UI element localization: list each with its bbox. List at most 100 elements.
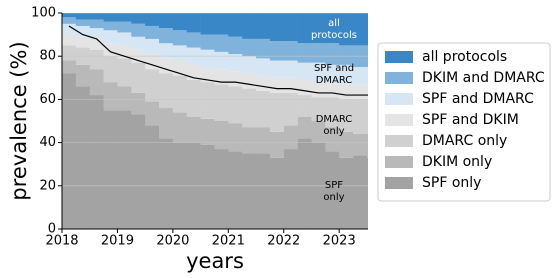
legend-swatch	[385, 156, 413, 168]
bar-segment	[242, 153, 257, 229]
annotation: only	[323, 192, 344, 203]
legend-label: all protocols	[422, 49, 507, 65]
bar-segment	[297, 138, 312, 229]
bar-segment	[311, 62, 326, 83]
bar-segment	[62, 23, 77, 35]
bar-segment	[103, 30, 118, 44]
bar-segment	[117, 110, 132, 229]
x-tick-label: 2018	[45, 234, 78, 249]
annotation: SPF	[325, 180, 343, 191]
legend-swatch	[385, 177, 413, 189]
annotation: only	[323, 126, 344, 137]
bar-segment	[75, 25, 91, 37]
legend-box	[377, 42, 551, 202]
plot-area	[62, 13, 368, 229]
bar-segment	[172, 112, 188, 143]
bar-segment	[145, 69, 160, 102]
bar-segment	[89, 28, 104, 39]
y-tick-label: 0	[48, 222, 56, 237]
y-tick-label: 100	[31, 6, 56, 21]
x-axis-label: years	[186, 249, 244, 273]
legend-swatch	[385, 114, 413, 126]
bar-segment	[311, 13, 326, 44]
bar-segment	[172, 45, 188, 61]
bar-segment	[75, 64, 91, 87]
bar-segment	[214, 84, 229, 121]
bar-segment	[103, 43, 118, 57]
bar-segment	[200, 82, 215, 119]
bar-segment	[242, 88, 257, 128]
bar-segment	[75, 13, 91, 20]
annotation: DMARC	[316, 75, 353, 86]
bar-segment	[269, 41, 285, 61]
bar-segment	[297, 79, 312, 96]
bar-segment	[283, 13, 298, 42]
bar-segment	[353, 155, 368, 229]
bar-segment	[89, 49, 104, 70]
legend-swatch	[385, 72, 413, 84]
bar-segment	[62, 45, 77, 61]
bar-segment	[75, 86, 91, 229]
bar-segment	[172, 30, 188, 46]
bar-segment	[89, 38, 104, 50]
legend-label: DKIM and DMARC	[422, 70, 545, 86]
bar-segment	[103, 21, 118, 31]
bar-segment	[214, 51, 229, 70]
bar-segment	[256, 58, 271, 76]
bar-segment	[366, 133, 368, 158]
bar-segment	[228, 151, 243, 229]
bar-segment	[117, 86, 132, 111]
bar-segment	[339, 131, 354, 158]
bar-segment	[325, 97, 340, 128]
bar-segment	[89, 95, 104, 229]
bar-segment	[172, 13, 188, 31]
y-tick-label: 60	[39, 92, 56, 107]
bar-segment	[62, 60, 77, 74]
bar-segment	[214, 149, 229, 229]
bar-segment	[228, 71, 243, 87]
bar-segment	[131, 23, 146, 37]
bar-segment	[186, 116, 201, 143]
bar-segment	[297, 13, 312, 44]
bar-segment	[228, 36, 243, 55]
bar-segment	[172, 75, 188, 113]
bar-segment	[62, 73, 77, 229]
bar-segment	[283, 92, 298, 126]
bar-segment	[325, 151, 340, 229]
y-axis-label: prevalence (%)	[7, 41, 31, 200]
bar-segment	[214, 121, 229, 150]
bar-segment	[283, 125, 298, 150]
bar-segment	[117, 21, 132, 33]
bar-segment	[75, 36, 91, 48]
bar-segment	[131, 36, 146, 50]
bar-segment	[242, 73, 257, 89]
bar-segment	[353, 84, 368, 100]
annotation: protocols	[311, 30, 357, 41]
bar-segment	[62, 34, 77, 46]
annotation: DMARC	[316, 114, 353, 125]
bar-segment	[339, 45, 354, 65]
bar-segment	[325, 127, 340, 152]
bar-segment	[131, 62, 146, 93]
bar-segment	[366, 157, 368, 229]
bar-segment	[131, 13, 146, 24]
legend-label: DKIM only	[422, 154, 492, 170]
bar-segment	[325, 64, 340, 83]
bar-segment	[117, 32, 132, 46]
bar-segment	[89, 13, 104, 20]
bar-segment	[256, 153, 271, 229]
bar-segment	[103, 82, 118, 111]
bar-segment	[242, 13, 257, 39]
bar-segment	[89, 69, 104, 96]
bar-segment	[269, 131, 285, 158]
legend-label: SPF and DKIM	[422, 112, 519, 128]
bar-segment	[103, 56, 118, 83]
bar-segment	[311, 121, 326, 143]
bar-segment	[200, 49, 215, 67]
bar-segment	[159, 28, 174, 44]
bar-segment	[325, 43, 340, 65]
bar-segment	[311, 43, 326, 63]
bar-segment	[339, 13, 354, 46]
bar-segment	[242, 127, 257, 154]
bar-segment	[269, 92, 285, 132]
